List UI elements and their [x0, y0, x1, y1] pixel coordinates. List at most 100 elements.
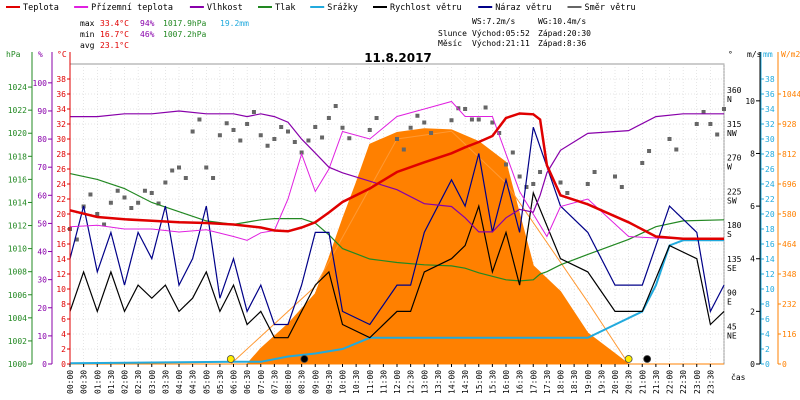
wind-direction-point [640, 161, 645, 165]
unit-degc: °C [57, 50, 67, 59]
unit-mm: mm [763, 50, 773, 59]
wind-direction-point [102, 222, 107, 227]
time-tick-label: 14:30 [461, 370, 470, 394]
pct-tick-label: 80 [37, 135, 47, 144]
mm-tick-label: 22 [765, 195, 775, 204]
wind-direction-point [422, 120, 427, 125]
unit-ms: m/s [747, 50, 762, 59]
wind-direction-point [95, 212, 100, 216]
wind-direction-point [122, 195, 127, 200]
wind-direction-point [238, 138, 243, 143]
direction-tick-label: W [727, 163, 732, 172]
wind-direction-point [265, 143, 270, 148]
wind-direction-point [722, 107, 726, 111]
wind-direction-point [88, 192, 93, 197]
stat-mesic-zapad: Západ:8:36 [538, 39, 586, 48]
mm-tick-label: 12 [765, 270, 775, 279]
mm-tick-label: 28 [765, 150, 775, 159]
wind-direction-point [115, 188, 120, 193]
stat-min-label: min [80, 30, 95, 39]
legend: Teplota Přízemní teplota Vlhkost Tlak Srážky… [6, 3, 636, 13]
rain-line [69, 239, 724, 365]
stat-max-rain: 19.2mm [220, 19, 249, 28]
stat-max-hum: 94% [140, 19, 155, 28]
ms-tick-label: 10 [745, 97, 755, 106]
mm-tick-label: 38 [765, 75, 775, 84]
stat-min-temp: 16.7°C [100, 30, 129, 39]
hpa-tick-label: 1012 [8, 222, 27, 231]
time-tick-label: 16:00 [502, 370, 511, 394]
wind-direction-point [306, 138, 311, 143]
wind-direction-point [149, 191, 154, 195]
wind-direction-point [694, 122, 699, 126]
wm2-tick-label: 580 [782, 210, 797, 219]
hpa-tick-label: 1006 [8, 291, 27, 300]
hpa-tick-label: 1008 [8, 268, 27, 277]
wind-direction-point [108, 200, 113, 205]
direction-tick-label: SE [727, 264, 737, 273]
legend-label: Rychlost větru [390, 3, 462, 13]
pct-tick-label: 10 [37, 332, 47, 341]
sunrise-marker [226, 355, 235, 363]
time-tick-label: 11:00 [366, 370, 375, 394]
wind-direction-point [183, 176, 188, 180]
wind-direction-point [538, 170, 543, 174]
wind-direction-point [251, 110, 256, 114]
direction-tick-label: 180 [727, 221, 742, 230]
hpa-tick-label: 1022 [8, 106, 27, 115]
time-tick-label: 11:30 [379, 370, 388, 394]
temp-tick-label: 22 [56, 195, 66, 204]
time-tick-label: 16:30 [516, 370, 525, 394]
chart-title: 11.8.2017 [364, 51, 432, 65]
mm-tick-label: 2 [765, 345, 770, 354]
wind-direction-point [401, 147, 406, 152]
wind-direction-point [408, 125, 413, 130]
wind-direction-point [701, 110, 706, 114]
wind-speed-line [69, 190, 725, 339]
wind-direction-point [279, 125, 284, 129]
time-tick-label: 19:00 [584, 370, 593, 394]
hpa-tick-label: 1000 [8, 360, 27, 369]
wind-direction-point [204, 165, 209, 170]
direction-tick-label: 360 [727, 86, 742, 95]
stat-slunce-vychod: Východ:05:52 [472, 29, 530, 38]
wind-direction-point [463, 107, 468, 111]
direction-tick-label: SW [727, 196, 737, 205]
pct-tick-label: 70 [37, 163, 47, 172]
time-tick-label: 08:30 [298, 370, 307, 394]
hpa-tick-label: 1016 [8, 175, 27, 184]
wm2-tick-label: 812 [782, 150, 797, 159]
wind-direction-point [74, 237, 79, 242]
mm-tick-label: 6 [765, 315, 770, 324]
time-tick-label: 22:00 [666, 370, 675, 394]
time-tick-label: 13:00 [420, 370, 429, 394]
temp-tick-label: 18 [56, 225, 66, 234]
axes: 1000100210041006100810101012101410161018… [8, 52, 800, 394]
wind-direction-point [326, 116, 331, 120]
temp-tick-label: 12 [56, 270, 66, 279]
time-tick-label: 06:30 [243, 370, 252, 394]
wind-direction-point [504, 162, 508, 167]
mm-tick-label: 4 [765, 330, 770, 339]
wind-direction-point [613, 174, 617, 179]
stat-wg: WG:10.4m/s [538, 17, 586, 26]
pct-tick-label: 90 [37, 107, 47, 116]
wind-direction-point [292, 140, 297, 144]
legend-label: Vlhkost [207, 3, 243, 13]
wind-direction-point [272, 137, 277, 141]
temp-tick-label: 38 [56, 75, 66, 84]
time-tick-label: 01:30 [107, 370, 116, 394]
time-tick-label: 17:00 [529, 370, 538, 394]
ms-tick-label: 6 [750, 202, 755, 211]
stat-max-label: max [80, 19, 95, 28]
time-tick-label: 05:00 [202, 370, 211, 394]
pressure-line [69, 173, 725, 282]
time-tick-label: 03:30 [161, 370, 170, 394]
time-tick-label: 09:00 [311, 370, 320, 394]
time-tick-label: 18:30 [570, 370, 579, 394]
legend-label: Přízemní teplota [91, 3, 173, 13]
wind-direction-point [395, 137, 399, 141]
pct-tick-label: 0 [42, 360, 47, 369]
wind-direction-point [558, 180, 563, 185]
